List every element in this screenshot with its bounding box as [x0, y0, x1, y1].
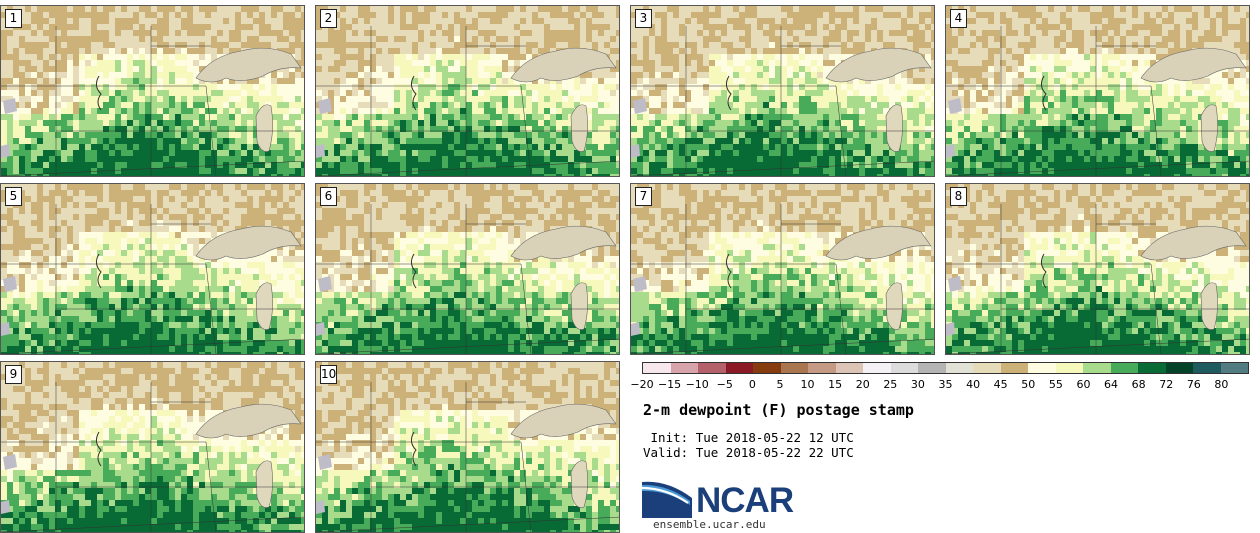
colorbar-swatch: [698, 363, 726, 373]
valid-time-line: Valid: Tue 2018-05-22 22 UTC: [643, 445, 854, 460]
colorbar-tick-label: 80: [1214, 378, 1229, 391]
colorbar-swatch: [1110, 363, 1138, 373]
colorbar-tick-label: 10: [800, 378, 815, 391]
colorbar-swatch: [780, 363, 808, 373]
dewpoint-map: [946, 6, 1249, 176]
panel-number: 10: [320, 365, 337, 384]
colorbar-swatch: [670, 363, 698, 373]
stamp-panel-7: 7: [630, 183, 935, 355]
colorbar-swatch: [1083, 363, 1111, 373]
colorbar-tick-label: 0: [748, 378, 756, 391]
colorbar-swatch: [1028, 363, 1056, 373]
dewpoint-map: [631, 184, 934, 354]
init-label: Init:: [643, 430, 689, 445]
ncar-logo-text: NCAR: [696, 481, 794, 520]
colorbar-swatch: [643, 363, 671, 373]
dewpoint-map: [631, 6, 934, 176]
colorbar-tick-label: −10: [685, 378, 709, 391]
stamp-panel-6: 6: [315, 183, 620, 355]
colorbar-tick-label: 76: [1186, 378, 1201, 391]
colorbar-swatch: [1055, 363, 1083, 373]
colorbar-tick-label: 64: [1104, 378, 1119, 391]
colorbar-swatch: [863, 363, 891, 373]
panel-number: 9: [5, 365, 22, 384]
colorbar-swatch: [1193, 363, 1221, 373]
colorbar-swatch: [808, 363, 836, 373]
colorbar: [642, 362, 1249, 374]
panel-number: 7: [635, 187, 652, 206]
init-time-line: Init: Tue 2018-05-22 12 UTC: [643, 430, 854, 445]
colorbar-tick-label: 35: [938, 378, 953, 391]
dewpoint-map: [316, 184, 619, 354]
colorbar-swatch: [945, 363, 973, 373]
colorbar-tick-label: 60: [1076, 378, 1091, 391]
colorbar-tick-label: 40: [966, 378, 981, 391]
panel-number: 4: [950, 9, 967, 28]
colorbar-swatch: [973, 363, 1001, 373]
dewpoint-map: [316, 6, 619, 176]
colorbar-swatch: [1220, 363, 1248, 373]
chart-title: 2-m dewpoint (F) postage stamp: [643, 401, 914, 419]
dewpoint-map: [946, 184, 1249, 354]
stamp-panel-10: 10: [315, 361, 620, 533]
panel-number: 2: [320, 9, 337, 28]
colorbar-tick-label: −5: [716, 378, 733, 391]
colorbar-swatch: [1138, 363, 1166, 373]
colorbar-swatch: [1000, 363, 1028, 373]
colorbar-tick-label: 25: [883, 378, 898, 391]
colorbar-tick-label: 20: [855, 378, 870, 391]
colorbar-tick-label: 15: [828, 378, 843, 391]
colorbar-swatch: [918, 363, 946, 373]
panel-number: 5: [5, 187, 22, 206]
dewpoint-map: [316, 362, 619, 532]
panel-number: 3: [635, 9, 652, 28]
init-time: Tue 2018-05-22 12 UTC: [695, 430, 854, 445]
ncar-logo-icon: [642, 481, 692, 518]
colorbar-tick-label: 45: [993, 378, 1008, 391]
ensemble-url: ensemble.ucar.edu: [653, 518, 766, 531]
colorbar-ticks: −20 −15 −10 −5 0 5 10 15 20 25 30 35 40 45 50 55 60 64 68 7…: [630, 378, 1249, 392]
stamp-panel-4: 4: [945, 5, 1250, 177]
dewpoint-map: [1, 6, 304, 176]
colorbar-swatch: [1165, 363, 1193, 373]
colorbar-tick-label: 68: [1131, 378, 1146, 391]
colorbar-tick-label: 30: [910, 378, 925, 391]
colorbar-tick-label: 5: [776, 378, 784, 391]
colorbar-swatch: [835, 363, 863, 373]
colorbar-swatch: [725, 363, 753, 373]
colorbar-tick-label: 55: [1048, 378, 1063, 391]
stamp-panel-1: 1: [0, 5, 305, 177]
dewpoint-map: [1, 184, 304, 354]
colorbar-swatch: [890, 363, 918, 373]
valid-label: Valid:: [643, 445, 689, 460]
panel-number: 8: [950, 187, 967, 206]
panel-number: 1: [5, 9, 22, 28]
stamp-panel-3: 3: [630, 5, 935, 177]
stamp-panel-5: 5: [0, 183, 305, 355]
valid-time: Tue 2018-05-22 22 UTC: [695, 445, 854, 460]
stamp-panel-8: 8: [945, 183, 1250, 355]
stamp-panel-2: 2: [315, 5, 620, 177]
colorbar-swatch: [753, 363, 781, 373]
stamp-panel-9: 9: [0, 361, 305, 533]
colorbar-tick-label: −15: [657, 378, 682, 391]
colorbar-tick-label: 72: [1159, 378, 1174, 391]
panel-number: 6: [320, 187, 337, 206]
dewpoint-map: [1, 362, 304, 532]
colorbar-tick-label: 50: [1021, 378, 1036, 391]
colorbar-tick-label: −20: [630, 378, 654, 391]
